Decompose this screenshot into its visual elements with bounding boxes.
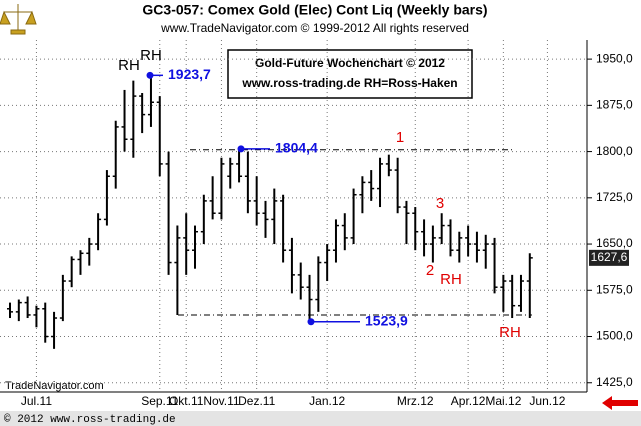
- x-tick-label: Mai.12: [485, 394, 521, 408]
- price-dot: [237, 145, 245, 153]
- x-tick-label: Dez.11: [238, 394, 275, 408]
- y-tick-label: 1575,0: [596, 282, 633, 296]
- annotation: RH: [440, 271, 462, 288]
- x-tick-label: Apr.12: [451, 394, 486, 408]
- footer-bar: [0, 411, 641, 426]
- chart-title: GC3-057: Comex Gold (Elec) Cont Liq (Wee…: [142, 2, 487, 18]
- y-tick-label: 1425,0: [596, 375, 633, 389]
- annotation: 1: [396, 129, 404, 146]
- x-tick-label: Sep.11: [141, 394, 178, 408]
- annotation: RH: [118, 57, 140, 74]
- y-tick-label: 1800,0: [596, 144, 633, 158]
- y-tick-label: 1650,0: [596, 236, 633, 250]
- price-dot: [307, 318, 315, 326]
- x-tick-label: Nov.11: [203, 394, 240, 408]
- watermark: TradeNavigator.com: [5, 380, 104, 392]
- info-line: www.ross-trading.de RH=Ross-Haken: [241, 76, 457, 90]
- y-tick-label: 1500,0: [596, 329, 633, 343]
- footer: © 2012 www.ross-trading.de: [4, 414, 176, 426]
- last-price-label: 1627,6: [591, 250, 628, 264]
- x-tick-label: Mrz.12: [397, 394, 434, 408]
- x-tick-label: Jun.12: [529, 394, 565, 408]
- annotation: 3: [436, 195, 444, 212]
- price-label: 1923,7: [168, 66, 211, 82]
- info-line: Gold-Future Wochenchart © 2012: [255, 56, 445, 70]
- annotation: 2: [426, 262, 434, 279]
- price-label: 1523,9: [365, 312, 408, 328]
- y-tick-label: 1875,0: [596, 98, 633, 112]
- arrow-icon: [602, 396, 638, 410]
- x-tick-label: Okt.11: [169, 394, 204, 408]
- y-tick-label: 1950,0: [596, 51, 633, 65]
- x-tick-label: Jan.12: [309, 394, 345, 408]
- last-price-box: [589, 249, 629, 266]
- chart-subtitle: www.TradeNavigator.com © 1999-2012 All r…: [160, 21, 469, 35]
- logo: [0, 4, 37, 35]
- annotation: RH: [499, 324, 521, 341]
- y-tick-label: 1725,0: [596, 190, 633, 204]
- x-tick-label: Jul.11: [21, 394, 52, 408]
- info-box: [227, 49, 473, 99]
- annotation: RH: [140, 47, 162, 64]
- price-label: 1804,4: [275, 140, 318, 156]
- price-dot: [146, 71, 154, 79]
